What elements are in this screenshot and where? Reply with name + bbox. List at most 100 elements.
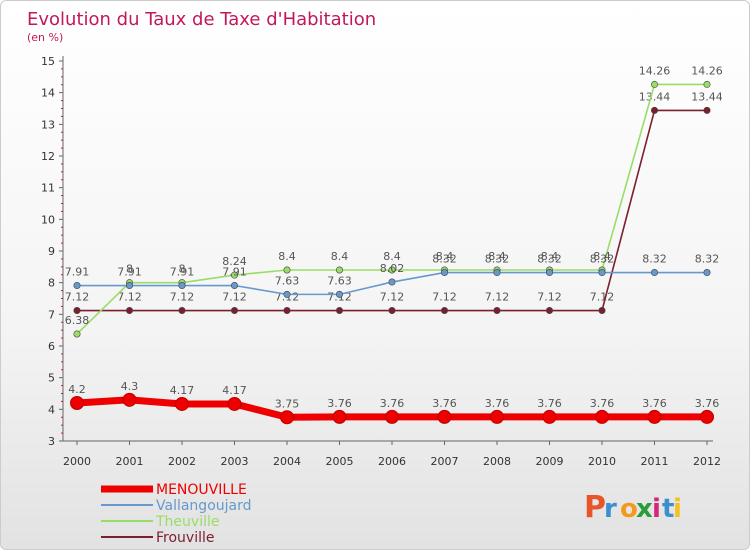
legend-label: MENOUVILLE: [156, 482, 247, 498]
data-label: 7.12: [170, 291, 195, 304]
x-tick-label: 2009: [536, 455, 564, 468]
data-point: [283, 266, 291, 274]
data-label: 8: [179, 263, 186, 276]
data-point: [126, 282, 134, 290]
data-label: 8.02: [380, 262, 405, 275]
y-tick-label: 7: [48, 308, 55, 321]
data-point: [542, 409, 557, 424]
legend-item-menouville: MENOUVILLE: [101, 482, 247, 498]
data-label: 7.63: [275, 274, 300, 287]
axes: 3 4 5 6 7 8 9 10 11 12 13 14 15 2000 2001 2002 2003 2004 2…: [41, 55, 721, 468]
data-label: 7.12: [380, 291, 405, 304]
data-point: [231, 307, 239, 315]
data-point: [703, 80, 711, 88]
data-point: [73, 307, 81, 315]
data-label: 8: [126, 263, 133, 276]
logo-letter: i: [652, 494, 661, 524]
x-tick-label: 2005: [326, 455, 354, 468]
data-label: 8.4: [436, 250, 454, 263]
data-label: 8.32: [695, 253, 720, 266]
y-tick-label: 13: [41, 118, 55, 131]
data-label: 8.4: [541, 250, 559, 263]
data-point: [178, 282, 186, 290]
data-point: [440, 307, 448, 315]
data-point: [647, 409, 662, 424]
x-tick-label: 2003: [221, 455, 249, 468]
data-point: [231, 282, 239, 290]
data-label: 3.76: [432, 397, 457, 410]
y-tick-label: 15: [41, 55, 55, 68]
x-tick-label: 2007: [431, 455, 459, 468]
data-label: 6.38: [65, 314, 90, 327]
data-label: 13.44: [691, 90, 723, 103]
x-tick-label: 2012: [693, 455, 721, 468]
y-tick-label: 5: [48, 372, 55, 385]
data-point: [490, 409, 504, 424]
data-label: 3.75: [275, 397, 300, 410]
data-point: [126, 307, 134, 315]
data-label: 7.91: [65, 266, 90, 279]
logo-letter: o: [620, 494, 638, 524]
x-tick-label: 2011: [641, 455, 669, 468]
data-point: [175, 396, 189, 411]
data-point: [437, 409, 452, 424]
data-label: 8.4: [593, 250, 611, 263]
data-point: [650, 80, 658, 88]
data-label: 4.3: [121, 380, 139, 393]
legend-label: Theuville: [155, 514, 219, 530]
data-point: [598, 269, 606, 277]
data-label: 7.12: [485, 291, 510, 304]
data-point: [493, 269, 501, 277]
data-point: [703, 269, 711, 277]
series-menouville: 4.2 4.3 4.17 4.17 3.75 3.76 3.76 3.76 3.76 3.76 3.…: [68, 380, 720, 425]
y-tick-label: 8: [48, 277, 55, 290]
logo-letter: P: [584, 490, 606, 525]
data-point: [231, 271, 239, 279]
data-point: [703, 106, 711, 114]
data-point: [335, 307, 343, 315]
data-label: 4.2: [68, 383, 86, 396]
legend: MENOUVILLEVallangoujardTheuvilleFrouvill…: [101, 482, 252, 546]
series-frouville: 7.127.127.127.127.127.127.127.127.127.12…: [65, 90, 723, 315]
data-point: [545, 307, 553, 315]
data-label: 3.76: [695, 397, 720, 410]
y-tick-label: 10: [41, 213, 55, 226]
data-point: [283, 290, 291, 298]
data-label: 4.17: [222, 384, 247, 397]
logo-letter: r: [604, 494, 617, 524]
legend-item-frouville: Frouville: [101, 530, 215, 546]
data-label: 7.63: [327, 274, 352, 287]
y-tick-label: 4: [48, 403, 55, 416]
data-label: 7.12: [222, 291, 247, 304]
series-layer: 7.127.127.127.127.127.127.127.127.127.12…: [65, 64, 723, 425]
data-label: 8.32: [537, 253, 562, 266]
data-label: 8.4: [383, 250, 401, 263]
data-point: [388, 266, 396, 274]
x-tick-label: 2010: [588, 455, 616, 468]
data-label: 8.4: [331, 250, 349, 263]
data-point: [650, 106, 658, 114]
y-tick-label: 12: [41, 150, 55, 163]
data-point: [388, 278, 396, 286]
logo-letter: x: [636, 494, 653, 524]
data-point: [227, 396, 242, 411]
data-label: 3.76: [485, 397, 510, 410]
data-label: 13.44: [639, 90, 671, 103]
data-point: [385, 409, 399, 424]
data-label: 3.76: [537, 397, 562, 410]
data-point: [493, 307, 501, 315]
data-point: [335, 290, 343, 298]
proxiti-logo: Pr ox i ti: [584, 490, 682, 525]
data-label: 3.76: [380, 397, 405, 410]
y-tick-label: 14: [41, 87, 55, 100]
data-label: 3.76: [590, 397, 615, 410]
y-tick-label: 6: [48, 340, 55, 353]
data-point: [545, 269, 553, 277]
data-point: [650, 269, 658, 277]
y-tick-label: 11: [41, 182, 55, 195]
series-vallangoujard: 7.91 7.91 7.91 7.91 7.63 7.63 8.02 8.32 8.32 8.32…: [65, 253, 720, 298]
data-point: [280, 410, 294, 425]
x-tick-label: 2002: [168, 455, 196, 468]
